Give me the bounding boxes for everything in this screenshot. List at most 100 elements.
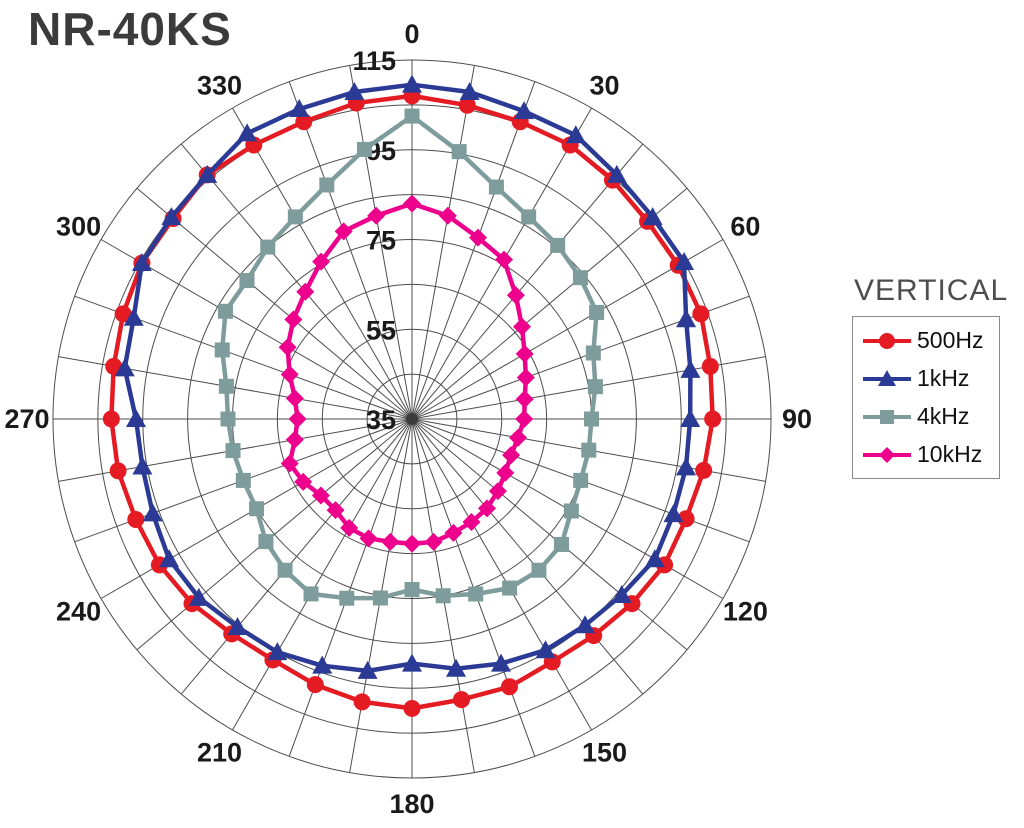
marker-circle <box>701 357 719 375</box>
marker-triangle <box>680 359 701 378</box>
marker-circle <box>306 676 324 694</box>
marker-square <box>249 501 265 517</box>
marker-diamond <box>312 252 331 271</box>
marker-diamond <box>294 472 313 491</box>
marker-square <box>550 237 566 253</box>
marker-square <box>404 582 420 598</box>
radial-tick-label: 55 <box>366 315 396 345</box>
marker-triangle <box>161 207 182 226</box>
radial-tick-label: 35 <box>366 405 396 435</box>
marker-diamond <box>424 532 443 551</box>
marker-square <box>404 108 420 124</box>
marker-triangle <box>289 99 310 118</box>
marker-triangle <box>446 658 467 677</box>
marker-diamond <box>462 512 481 531</box>
marker-diamond <box>488 482 507 501</box>
grid-ring <box>366 373 458 465</box>
marker-circle <box>295 113 313 131</box>
marker-circle <box>403 699 421 717</box>
legend-marker-1kHz <box>863 369 911 386</box>
marker-circle <box>127 511 145 529</box>
marker-square <box>585 345 601 361</box>
marker-diamond <box>515 344 534 363</box>
marker-square <box>220 411 236 427</box>
marker-triangle <box>197 164 218 183</box>
marker-diamond <box>438 206 457 225</box>
marker-diamond <box>515 410 534 428</box>
marker-diamond <box>496 463 515 482</box>
marker-square <box>217 303 233 319</box>
marker-circle <box>695 461 713 479</box>
marker-triangle <box>131 253 152 272</box>
marker-circle <box>114 305 132 323</box>
marker-triangle <box>606 164 627 183</box>
legend-marker-10kHz <box>863 446 911 463</box>
marker-triangle <box>575 615 596 634</box>
marker-circle <box>692 305 710 323</box>
angle-label: 30 <box>589 71 619 101</box>
legend-row: 1kHz <box>861 365 991 392</box>
marker-square <box>572 270 588 286</box>
marker-square <box>589 304 605 320</box>
marker-diamond <box>477 499 496 518</box>
marker-triangle <box>123 307 144 326</box>
marker-triangle <box>663 504 684 523</box>
marker-triangle <box>535 640 556 659</box>
marker-triangle <box>642 207 663 226</box>
legend-label: 10kHz <box>917 441 983 467</box>
marker-triangle <box>188 587 209 606</box>
marker-diamond <box>280 365 299 384</box>
marker-diamond <box>509 428 528 447</box>
marker-square <box>468 586 484 602</box>
marker-triangle <box>159 549 180 568</box>
marker-diamond <box>278 338 297 357</box>
marker-square <box>584 411 599 427</box>
grid-ring <box>52 59 772 779</box>
marker-square <box>258 534 274 550</box>
marker-diamond <box>516 368 535 387</box>
marker-square <box>502 580 518 596</box>
marker-circle <box>353 693 371 711</box>
marker-square <box>531 562 547 578</box>
angle-label: 60 <box>730 212 760 242</box>
marker-square <box>239 273 255 289</box>
marker-diamond <box>311 486 330 505</box>
marker-square <box>303 586 319 602</box>
marker-square <box>225 443 241 459</box>
legend-label: 4kHz <box>917 403 970 429</box>
legend-marker-4kHz <box>863 409 911 424</box>
legend-label: 500Hz <box>917 327 984 353</box>
marker-triangle <box>459 81 480 100</box>
marker-square <box>521 209 537 225</box>
marker-triangle <box>491 653 512 672</box>
legend-marker-500Hz <box>863 332 911 349</box>
marker-diamond <box>288 410 307 428</box>
marker-triangle <box>676 309 697 328</box>
grid-ring <box>142 149 682 689</box>
grid-ring <box>97 104 727 734</box>
marker-square <box>587 379 603 395</box>
marker-diamond <box>403 194 421 213</box>
legend-row: 4kHz <box>861 403 991 430</box>
marker-circle <box>704 410 722 428</box>
marker-triangle <box>357 660 378 679</box>
center-dot <box>406 413 418 425</box>
marker-triangle <box>344 81 365 100</box>
marker-square <box>435 588 451 604</box>
marker-diamond <box>296 282 315 301</box>
marker-square <box>563 503 579 519</box>
marker-circle <box>458 96 476 114</box>
angle-label: 150 <box>582 737 627 767</box>
marker-triangle <box>142 503 163 522</box>
marker-triangle <box>267 642 288 661</box>
radial-tick-label: 75 <box>366 226 396 256</box>
angle-label: 300 <box>56 212 101 242</box>
marker-diamond <box>340 518 359 537</box>
marker-square <box>573 472 589 488</box>
marker-diamond <box>515 390 534 409</box>
marker-triangle <box>514 101 535 120</box>
marker-square <box>319 177 335 193</box>
marker-diamond <box>280 454 299 473</box>
marker-triangle <box>402 74 422 93</box>
angle-label: 330 <box>197 71 242 101</box>
